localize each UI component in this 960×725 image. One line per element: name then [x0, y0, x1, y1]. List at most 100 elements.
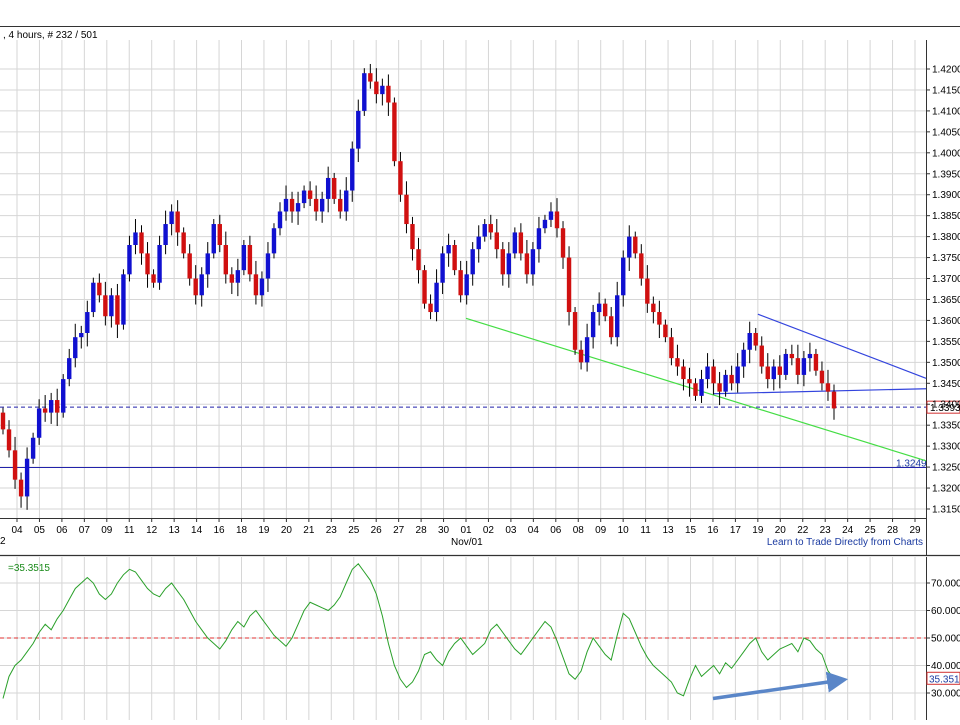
candle-body-up	[723, 374, 728, 392]
candle-body-down	[693, 383, 698, 396]
price-tick-label: 1.3700	[932, 274, 960, 285]
candle	[319, 191, 325, 223]
indicator-tick-label: 50.0000	[931, 634, 960, 645]
time-tick-label: 16	[707, 525, 719, 536]
candle-body-down	[253, 274, 259, 296]
candle	[356, 99, 361, 163]
candle	[615, 281, 620, 347]
time-tick-label: 16	[213, 525, 225, 536]
candle	[42, 395, 48, 422]
time-tick-label: 25	[865, 525, 877, 536]
candle	[187, 244, 192, 286]
time-tick-label: 11	[640, 525, 651, 536]
candle	[350, 141, 355, 202]
candle	[193, 265, 198, 305]
candle	[247, 235, 253, 282]
candle	[759, 336, 764, 374]
candle	[476, 225, 481, 263]
learn-link[interactable]: Learn to Trade Directly from Charts	[767, 537, 923, 548]
candle	[518, 223, 524, 261]
candle	[693, 378, 698, 401]
time-tick-label: 19	[752, 525, 764, 536]
candle-body-down	[398, 161, 403, 195]
candle-body-up	[121, 274, 126, 325]
time-tick-label: 21	[303, 525, 315, 536]
candle	[48, 392, 54, 424]
candle	[807, 342, 813, 372]
candle-body-down	[602, 303, 608, 317]
candle-body-down	[825, 383, 831, 392]
indicator-value-label: 35.3515	[929, 674, 960, 685]
candle-body-down	[560, 228, 566, 258]
time-tick-label: 26	[371, 525, 383, 536]
candle	[765, 353, 770, 389]
price-tick-label: 1.3200	[932, 484, 960, 495]
candle	[404, 181, 409, 234]
candle	[362, 68, 367, 116]
candle	[91, 277, 96, 318]
candle-body-up	[536, 228, 542, 250]
candle-body-down	[633, 236, 638, 254]
time-tick-label: 20	[281, 525, 293, 536]
candle-body-up	[205, 253, 210, 275]
candle	[6, 420, 12, 458]
candle	[133, 219, 138, 255]
time-tick-label: 24	[842, 525, 854, 536]
candle	[548, 202, 554, 227]
candle	[657, 300, 662, 339]
candle-body-up	[67, 358, 72, 380]
candle-body-down	[18, 479, 24, 497]
price-tick-label: 1.3500	[932, 358, 960, 369]
price-tick-label: 1.3400	[932, 400, 960, 411]
candle	[831, 384, 837, 420]
candle-body-down	[500, 249, 506, 275]
candle-body-up	[91, 282, 96, 313]
candle-body-up	[277, 211, 283, 229]
candle	[368, 63, 373, 89]
candle	[277, 202, 283, 236]
candle-body-up	[362, 73, 367, 111]
time-tick-label: 13	[169, 525, 181, 536]
candle	[584, 323, 590, 372]
time-tick-label: 09	[595, 525, 607, 536]
time-tick-label: 08	[573, 525, 585, 536]
candle-body-down	[175, 211, 180, 233]
candle	[789, 344, 795, 366]
candle-body-up	[325, 177, 331, 199]
candle-body-down	[608, 316, 614, 338]
price-tick-label: 1.3250	[932, 463, 960, 474]
price-tick-label: 1.3950	[932, 169, 960, 180]
candle-body-down	[416, 249, 421, 271]
candle	[338, 189, 343, 219]
candle-body-down	[374, 81, 379, 95]
candle-body-down	[187, 253, 192, 279]
candle-body-down	[645, 278, 650, 304]
candle	[410, 216, 415, 261]
candle-body-down	[331, 177, 337, 199]
candle-body-down	[145, 253, 150, 275]
candle	[380, 78, 385, 106]
candle-body-down	[524, 253, 530, 275]
candle-body-down	[831, 391, 837, 409]
candle-body-up	[79, 333, 84, 338]
candle-body-down	[410, 224, 415, 250]
candle	[97, 273, 102, 303]
candle	[73, 323, 78, 368]
candle-body-down	[54, 400, 60, 413]
indicator-tick-label: 60.0000	[931, 606, 960, 617]
trendline-blue	[757, 313, 927, 379]
candle	[422, 265, 427, 309]
candle	[313, 185, 319, 221]
candle	[452, 239, 457, 276]
candle	[229, 267, 235, 295]
candle-body-down	[338, 198, 343, 212]
candle-body-up	[133, 232, 138, 245]
candle	[512, 227, 518, 259]
price-tick-label: 1.3750	[932, 253, 960, 264]
candle-body-up	[344, 190, 349, 212]
time-axis-left-label: 2	[0, 536, 6, 547]
candle	[36, 399, 42, 445]
candle-body-down	[223, 245, 229, 275]
price-tick-label: 1.4050	[932, 127, 960, 138]
